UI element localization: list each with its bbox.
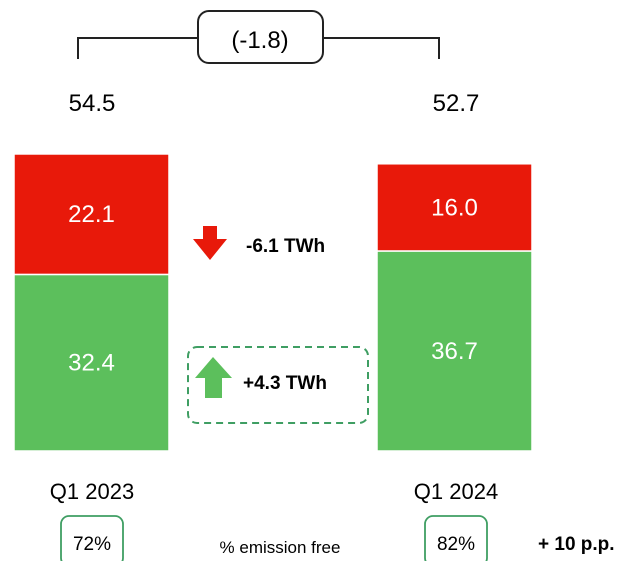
data-label-q1-2023-green: 32.4 — [68, 350, 115, 377]
emission-free-box-q1-2023 — [60, 515, 124, 561]
green-change-box — [187, 346, 369, 424]
category-label-q1-2024: Q1 2024 — [414, 479, 498, 504]
emission-free-row: 72% % emission free 82% + 10 p.p. — [60, 515, 615, 561]
red-change-label: -6.1 TWh — [246, 236, 325, 257]
data-label-q1-2023-red: 22.1 — [68, 201, 115, 228]
bar-segment-q1-2023-red — [13, 153, 170, 276]
green-change-annotation: +4.3 TWh — [187, 346, 369, 424]
total-change-bracket: (-1.8) — [77, 10, 440, 64]
bars: 32.4 22.1 36.7 16.0 — [13, 153, 533, 452]
emission-free-label: % emission free — [220, 538, 341, 557]
data-label-q1-2024-red: 16.0 — [431, 194, 478, 221]
category-label-q1-2023: Q1 2023 — [50, 479, 134, 504]
emission-free-change-label: + 10 p.p. — [538, 534, 615, 555]
data-label-q1-2024-green: 36.7 — [431, 338, 478, 365]
emission-free-box-q1-2024 — [424, 515, 488, 561]
down-arrow-icon — [193, 226, 227, 260]
bar-segment-q1-2024-green — [376, 250, 533, 452]
emission-free-value-q1-2024: 82% — [437, 534, 475, 555]
bar-segment-q1-2023-green — [13, 273, 170, 452]
total-change-label: (-1.8) — [231, 27, 288, 54]
up-arrow-icon — [195, 357, 232, 398]
green-change-label: +4.3 TWh — [243, 373, 327, 394]
total-label-q1-2024: 52.7 — [433, 90, 480, 117]
emission-free-value-q1-2023: 72% — [73, 534, 111, 555]
total-label-q1-2023: 54.5 — [69, 90, 116, 117]
red-change-annotation: -6.1 TWh — [193, 226, 325, 260]
bar-segment-q1-2024-red — [376, 163, 533, 252]
